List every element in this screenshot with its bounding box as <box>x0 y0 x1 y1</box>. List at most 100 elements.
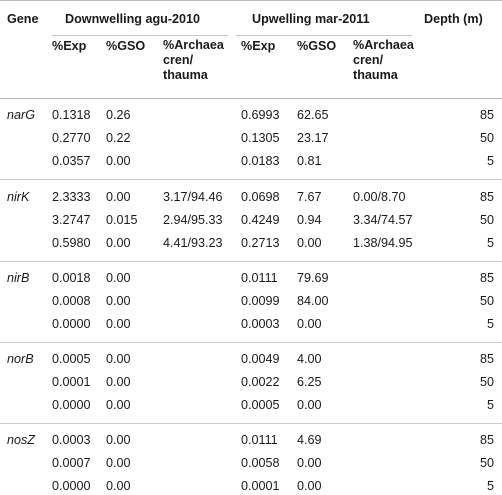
upwelling-gso-cell: 0.00 <box>297 479 322 493</box>
downwelling-gso-cell: 0.00 <box>106 433 131 447</box>
downwelling-exp-cell: 0.0007 <box>52 456 91 470</box>
upwelling-gso-cell: 79.69 <box>297 271 329 285</box>
downwelling-exp-cell: 0.0005 <box>52 352 91 366</box>
upwelling-gso-cell: 0.00 <box>297 456 322 470</box>
downwelling-underline <box>52 35 228 36</box>
group-separator <box>0 342 502 343</box>
downwelling-gso-cell: 0.00 <box>106 190 131 204</box>
table-top-rule <box>0 0 502 1</box>
header-depth: Depth (m) <box>424 12 483 26</box>
header-gene: Gene <box>7 12 39 26</box>
upwelling-exp-cell: 0.0698 <box>241 190 280 204</box>
depth-cell: 5 <box>486 398 494 412</box>
depth-cell: 5 <box>486 236 494 250</box>
upwelling-exp-cell: 0.0049 <box>241 352 280 366</box>
downwelling-gso-cell: 0.00 <box>106 456 131 470</box>
gene-name: nirB <box>7 271 30 285</box>
upwelling-gso-cell: 0.00 <box>297 236 322 250</box>
upwelling-gso-cell: 0.94 <box>297 213 322 227</box>
group-separator <box>0 261 502 262</box>
downwelling-exp-cell: 0.5980 <box>52 236 91 250</box>
upwelling-gso-cell: 7.67 <box>297 190 322 204</box>
upwelling-gso-cell: 4.00 <box>297 352 322 366</box>
upwelling-exp-cell: 0.0022 <box>241 375 280 389</box>
depth-cell: 85 <box>479 190 494 204</box>
upwelling-exp-cell: 0.0111 <box>241 271 278 285</box>
downwelling-gso-cell: 0.00 <box>106 317 131 331</box>
downwelling-gso-cell: 0.00 <box>106 398 131 412</box>
downwelling-gso-cell: 0.00 <box>106 236 131 250</box>
depth-cell: 50 <box>479 456 494 470</box>
gene-name: norB <box>7 352 34 366</box>
upwelling-underline <box>236 35 412 36</box>
depth-cell: 85 <box>479 108 494 122</box>
downwelling-exp-cell: 0.0357 <box>52 154 91 168</box>
downwelling-exp-cell: 0.2770 <box>52 131 91 145</box>
downwelling-gso-cell: 0.00 <box>106 294 131 308</box>
upwelling-archaea-cell: 3.34/74.57 <box>353 213 413 227</box>
downwelling-exp-cell: 0.0001 <box>52 375 91 389</box>
downwelling-exp-cell: 0.0018 <box>52 271 91 285</box>
header-bottom-rule <box>0 98 502 99</box>
upwelling-gso-cell: 0.81 <box>297 154 322 168</box>
upwelling-exp-cell: 0.0001 <box>241 479 280 493</box>
depth-cell: 85 <box>479 271 494 285</box>
upwelling-exp-cell: 0.0111 <box>241 433 278 447</box>
depth-cell: 85 <box>479 352 494 366</box>
downwelling-gso-cell: 0.00 <box>106 352 131 366</box>
downwelling-gso-cell: 0.00 <box>106 479 131 493</box>
upwelling-archaea-cell: 0.00/8.70 <box>353 190 406 204</box>
depth-cell: 50 <box>479 375 494 389</box>
header-upwelling: Upwelling mar-2011 <box>252 12 370 26</box>
upwelling-gso-cell: 84.00 <box>297 294 329 308</box>
upwelling-gso-cell: 4.69 <box>297 433 322 447</box>
group-separator <box>0 423 502 424</box>
upwelling-exp-cell: 0.1305 <box>241 131 280 145</box>
depth-cell: 50 <box>479 131 494 145</box>
header-up-gso: %GSO <box>297 39 337 53</box>
depth-cell: 5 <box>486 479 494 493</box>
downwelling-exp-cell: 0.0003 <box>52 433 91 447</box>
depth-cell: 5 <box>486 154 494 168</box>
upwelling-gso-cell: 62.65 <box>297 108 329 122</box>
upwelling-exp-cell: 0.6993 <box>241 108 280 122</box>
downwelling-exp-cell: 0.0000 <box>52 479 91 493</box>
gene-name: nosZ <box>7 433 35 447</box>
upwelling-gso-cell: 0.00 <box>297 398 322 412</box>
downwelling-gso-cell: 0.00 <box>106 154 131 168</box>
upwelling-gso-cell: 23.17 <box>297 131 329 145</box>
header-down-exp: %Exp <box>52 39 87 53</box>
upwelling-archaea-cell: 1.38/94.95 <box>353 236 413 250</box>
header-up-archaea: %Archaea cren/ thauma <box>353 38 414 82</box>
depth-cell: 85 <box>479 433 494 447</box>
depth-cell: 50 <box>479 294 494 308</box>
downwelling-exp-cell: 0.0000 <box>52 398 91 412</box>
header-down-archaea: %Archaea cren/ thauma <box>163 38 224 82</box>
downwelling-gso-cell: 0.00 <box>106 375 131 389</box>
downwelling-exp-cell: 0.1318 <box>52 108 91 122</box>
downwelling-gso-cell: 0.00 <box>106 271 131 285</box>
upwelling-exp-cell: 0.0058 <box>241 456 280 470</box>
downwelling-archaea-cell: 4.41/93.23 <box>163 236 223 250</box>
gene-name: narG <box>7 108 35 122</box>
downwelling-gso-cell: 0.015 <box>106 213 138 227</box>
header-up-exp: %Exp <box>241 39 276 53</box>
upwelling-gso-cell: 6.25 <box>297 375 322 389</box>
downwelling-gso-cell: 0.22 <box>106 131 131 145</box>
header-down-gso: %GSO <box>106 39 146 53</box>
upwelling-exp-cell: 0.0099 <box>241 294 280 308</box>
header-downwelling: Downwelling agu-2010 <box>65 12 201 26</box>
gene-name: nirK <box>7 190 30 204</box>
downwelling-exp-cell: 2.3333 <box>52 190 91 204</box>
upwelling-exp-cell: 0.4249 <box>241 213 280 227</box>
upwelling-exp-cell: 0.0003 <box>241 317 280 331</box>
upwelling-exp-cell: 0.0005 <box>241 398 280 412</box>
upwelling-gso-cell: 0.00 <box>297 317 322 331</box>
depth-cell: 5 <box>486 317 494 331</box>
downwelling-gso-cell: 0.26 <box>106 108 131 122</box>
downwelling-exp-cell: 0.0000 <box>52 317 91 331</box>
upwelling-exp-cell: 0.0183 <box>241 154 280 168</box>
downwelling-archaea-cell: 3.17/94.46 <box>163 190 223 204</box>
downwelling-archaea-cell: 2.94/95.33 <box>163 213 223 227</box>
